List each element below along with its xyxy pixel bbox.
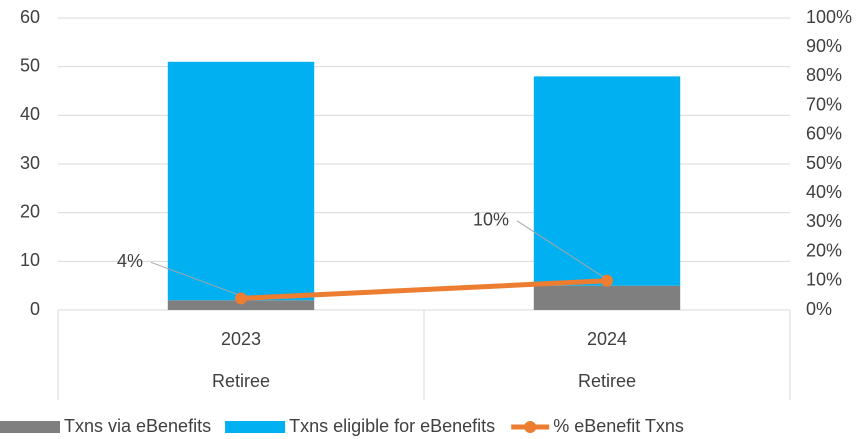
y2-tick-label: 0% xyxy=(806,299,832,319)
y2-tick-label: 50% xyxy=(806,153,842,173)
x-group-label: Retiree xyxy=(578,371,636,391)
y2-tick-label: 80% xyxy=(806,65,842,85)
y-tick-label: 10 xyxy=(20,250,40,270)
y-tick-label: 50 xyxy=(20,55,40,75)
legend-swatch xyxy=(225,421,286,433)
y-tick-label: 20 xyxy=(20,201,40,221)
x-tick-label: 2023 xyxy=(221,329,261,349)
y-tick-label: 40 xyxy=(20,104,40,124)
legend-label: Txns eligible for eBenefits xyxy=(289,416,495,436)
y2-tick-label: 30% xyxy=(806,211,842,231)
y-tick-label: 30 xyxy=(20,153,40,173)
y2-tick-label: 70% xyxy=(806,94,842,114)
y2-tick-label: 10% xyxy=(806,270,842,290)
y2-tick-label: 40% xyxy=(806,182,842,202)
line-marker xyxy=(601,274,613,287)
y-tick-label: 60 xyxy=(20,7,40,27)
y2-tick-label: 20% xyxy=(806,240,842,260)
x-group-label: Retiree xyxy=(212,371,270,391)
bar xyxy=(167,61,315,301)
bar xyxy=(533,76,681,286)
legend-label: % eBenefit Txns xyxy=(553,416,684,436)
data-label: 10% xyxy=(473,210,509,230)
data-label: 4% xyxy=(117,251,143,271)
y-tick-label: 0 xyxy=(30,299,40,319)
legend-swatch xyxy=(0,421,60,433)
legend-swatch xyxy=(524,421,537,433)
y2-tick-label: 100% xyxy=(806,7,852,27)
bar xyxy=(167,300,315,310)
line-marker xyxy=(235,292,247,305)
y2-tick-label: 60% xyxy=(806,124,842,144)
x-tick-label: 2024 xyxy=(587,329,627,349)
leader-line xyxy=(516,220,604,278)
legend-label: Txns via eBenefits xyxy=(64,416,211,436)
y2-tick-label: 90% xyxy=(806,36,842,56)
leader-line xyxy=(150,261,238,295)
bar xyxy=(533,285,681,310)
line-series xyxy=(238,278,610,301)
